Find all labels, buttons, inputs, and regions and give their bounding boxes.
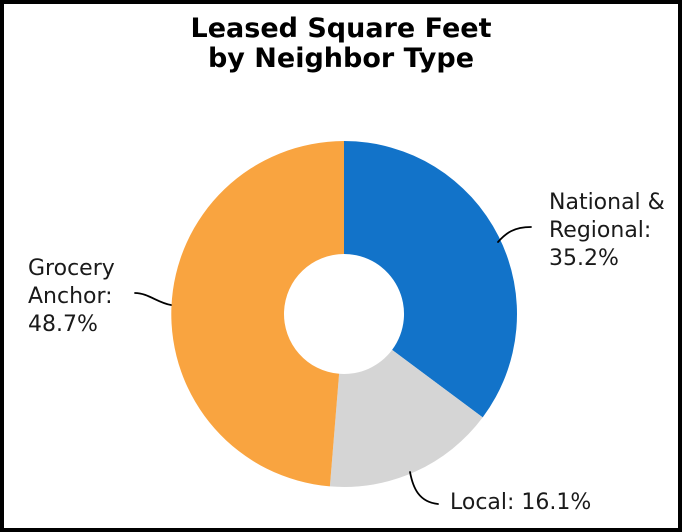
chart-title-line-1: Leased Square Feet (190, 13, 492, 44)
label-grocery-anchor-line-1: Grocery (28, 256, 115, 281)
label-local-line-1: Local: 16.1% (450, 490, 592, 515)
donut-slices (171, 141, 518, 487)
slice-local (329, 349, 483, 487)
leader-line-local (409, 471, 439, 505)
chart-title: Leased Square Feet by Neighbor Type (0, 14, 682, 74)
label-grocery-anchor-line-2: Anchor: (28, 284, 113, 309)
leader-line-grocery-anchor (134, 292, 172, 306)
label-national-regional-line-2: Regional: (549, 218, 652, 243)
leader-line-national-regional (497, 226, 532, 243)
slice-grocery-anchor (171, 141, 344, 487)
label-national-regional-line-1: National & (549, 190, 665, 215)
label-local: Local: 16.1% (450, 489, 591, 517)
label-grocery-anchor: Grocery Anchor: 48.7% (28, 255, 115, 339)
label-national-regional-line-3: 35.2% (549, 246, 619, 271)
slice-national-regional (344, 141, 518, 418)
label-national-regional: National & Regional: 35.2% (549, 189, 665, 273)
label-grocery-anchor-line-3: 48.7% (28, 312, 98, 337)
chart-title-line-2: by Neighbor Type (207, 43, 475, 74)
